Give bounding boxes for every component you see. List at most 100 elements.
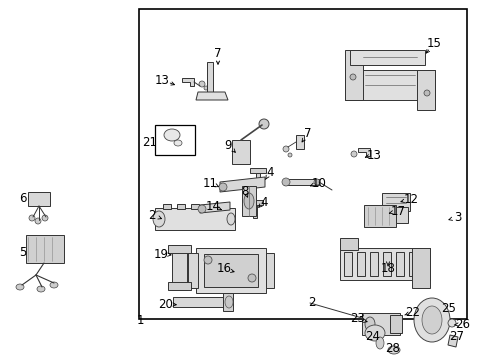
Ellipse shape bbox=[219, 183, 226, 191]
Text: 16: 16 bbox=[216, 262, 231, 275]
Text: 14: 14 bbox=[205, 199, 220, 212]
Text: 13: 13 bbox=[366, 149, 381, 162]
Text: 3: 3 bbox=[453, 211, 461, 224]
Ellipse shape bbox=[35, 218, 41, 224]
Bar bbox=[343, 252, 351, 276]
Text: 2: 2 bbox=[148, 208, 156, 221]
Polygon shape bbox=[357, 148, 369, 156]
Ellipse shape bbox=[198, 205, 205, 213]
Text: 22: 22 bbox=[405, 306, 420, 319]
Ellipse shape bbox=[42, 215, 48, 221]
Bar bbox=[408, 252, 416, 276]
Bar bbox=[395, 207, 407, 223]
Text: 10: 10 bbox=[311, 176, 326, 189]
Ellipse shape bbox=[29, 215, 35, 221]
Text: 26: 26 bbox=[454, 318, 469, 330]
Text: 21: 21 bbox=[142, 135, 157, 149]
Ellipse shape bbox=[282, 178, 289, 186]
Bar bbox=[191, 204, 199, 209]
Polygon shape bbox=[256, 173, 260, 186]
Ellipse shape bbox=[350, 151, 356, 157]
Bar bbox=[219, 204, 226, 209]
Text: 12: 12 bbox=[403, 193, 418, 206]
Bar bbox=[389, 315, 401, 333]
Ellipse shape bbox=[364, 317, 374, 331]
Bar bbox=[339, 238, 357, 250]
Text: 11: 11 bbox=[202, 176, 217, 189]
Text: 23: 23 bbox=[350, 312, 365, 325]
Text: 2: 2 bbox=[307, 297, 315, 310]
Text: 7: 7 bbox=[214, 46, 221, 59]
Text: 18: 18 bbox=[380, 262, 395, 275]
Bar bbox=[155, 208, 235, 230]
Text: 24: 24 bbox=[365, 330, 380, 343]
Bar bbox=[168, 245, 191, 253]
Polygon shape bbox=[349, 50, 424, 65]
Ellipse shape bbox=[375, 337, 383, 349]
Text: 25: 25 bbox=[441, 302, 455, 315]
Bar bbox=[173, 297, 227, 307]
Bar bbox=[369, 252, 377, 276]
Text: 4: 4 bbox=[260, 195, 267, 208]
Ellipse shape bbox=[447, 319, 455, 327]
Ellipse shape bbox=[244, 193, 253, 209]
Text: 5: 5 bbox=[19, 247, 27, 260]
Bar bbox=[411, 248, 429, 288]
Ellipse shape bbox=[174, 140, 182, 146]
Polygon shape bbox=[447, 335, 457, 347]
Bar bbox=[339, 248, 429, 280]
Text: 19: 19 bbox=[153, 248, 168, 261]
Text: 15: 15 bbox=[426, 36, 441, 50]
Text: 4: 4 bbox=[265, 166, 273, 179]
Polygon shape bbox=[416, 70, 434, 110]
Bar bbox=[187, 253, 198, 288]
Text: 27: 27 bbox=[448, 330, 464, 343]
Polygon shape bbox=[196, 92, 227, 100]
Ellipse shape bbox=[224, 296, 232, 308]
Ellipse shape bbox=[421, 306, 441, 334]
Text: 28: 28 bbox=[385, 342, 400, 356]
Ellipse shape bbox=[423, 90, 429, 96]
Polygon shape bbox=[284, 179, 318, 185]
Polygon shape bbox=[206, 62, 213, 92]
Bar bbox=[28, 192, 50, 206]
Ellipse shape bbox=[247, 274, 256, 282]
Ellipse shape bbox=[37, 286, 45, 292]
Bar bbox=[361, 313, 399, 335]
Ellipse shape bbox=[259, 119, 268, 129]
Ellipse shape bbox=[387, 346, 399, 354]
Polygon shape bbox=[182, 78, 194, 86]
Ellipse shape bbox=[153, 211, 164, 227]
Bar bbox=[139, 9, 466, 319]
Ellipse shape bbox=[313, 179, 319, 185]
Bar bbox=[231, 140, 249, 164]
Polygon shape bbox=[246, 200, 263, 205]
Bar bbox=[168, 282, 191, 290]
Bar bbox=[356, 252, 364, 276]
Bar bbox=[381, 193, 409, 211]
Polygon shape bbox=[249, 168, 265, 173]
Polygon shape bbox=[220, 177, 264, 192]
Ellipse shape bbox=[199, 81, 204, 87]
Text: 13: 13 bbox=[154, 73, 169, 86]
Text: 20: 20 bbox=[158, 297, 173, 310]
Bar bbox=[155, 125, 195, 155]
Ellipse shape bbox=[413, 298, 449, 342]
Bar bbox=[223, 293, 232, 311]
Ellipse shape bbox=[16, 284, 24, 290]
Polygon shape bbox=[345, 70, 434, 100]
Polygon shape bbox=[295, 135, 304, 149]
Bar bbox=[177, 204, 184, 209]
Text: 8: 8 bbox=[241, 185, 248, 198]
Bar bbox=[196, 248, 265, 293]
Ellipse shape bbox=[203, 86, 207, 90]
Ellipse shape bbox=[364, 325, 384, 341]
Bar bbox=[242, 186, 256, 216]
Ellipse shape bbox=[287, 153, 291, 157]
Polygon shape bbox=[252, 205, 257, 218]
Ellipse shape bbox=[226, 213, 235, 225]
Bar bbox=[203, 254, 258, 287]
Bar bbox=[363, 205, 395, 227]
Bar bbox=[172, 245, 186, 290]
Polygon shape bbox=[200, 202, 229, 213]
